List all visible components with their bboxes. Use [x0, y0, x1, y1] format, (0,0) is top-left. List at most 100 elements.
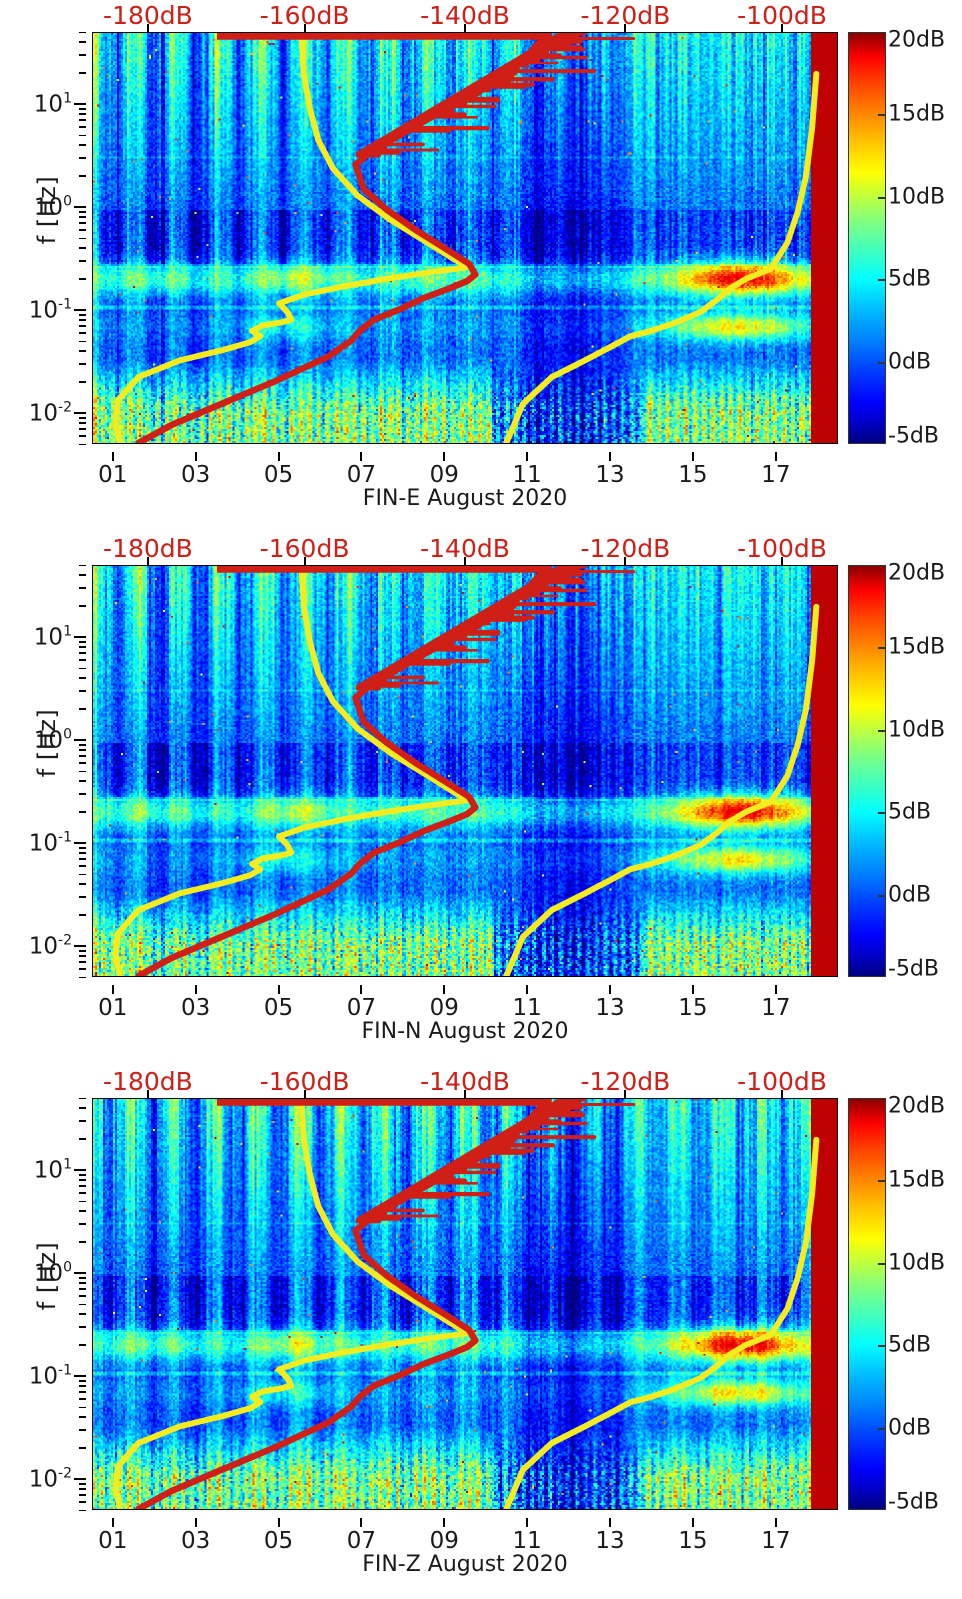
- x-tick-label-17: 17: [761, 462, 791, 488]
- x-tick-mark: [277, 985, 280, 994]
- y-minor-tick: [79, 858, 86, 860]
- top-tick-mark: [303, 1090, 306, 1099]
- x-tick-label-17: 17: [761, 995, 791, 1021]
- x-tick-mark: [526, 1518, 529, 1527]
- noise-model-curves-fin-z: [112, 1099, 820, 1509]
- y-minor-tick: [79, 314, 86, 316]
- x-tick-label-07: 07: [346, 1528, 377, 1554]
- colorbar-tick-mark: [878, 1427, 886, 1430]
- y-minor-tick: [79, 260, 86, 262]
- x-tick-mark: [526, 985, 529, 994]
- y-major-tick: [74, 205, 86, 208]
- colorbar-tick-label-5: 5dB: [888, 799, 932, 825]
- y-major-tick: [74, 944, 86, 947]
- y-minor-tick: [79, 428, 86, 430]
- plot-area-fin-n: [92, 565, 838, 977]
- x-tick-mark: [443, 985, 446, 994]
- y-minor-tick: [79, 1429, 86, 1431]
- panel-fin-n: -180dB -160dB -140dB -120dB -100dB 101 100 10-…: [0, 533, 962, 1066]
- y-minor-tick: [79, 1277, 86, 1279]
- y-minor-tick: [79, 435, 86, 437]
- y-minor-tick: [79, 325, 86, 327]
- x-tick-mark: [360, 1518, 363, 1527]
- y-minor-tick: [79, 1391, 86, 1393]
- x-tick-mark: [194, 1518, 197, 1527]
- colorbar-tick-label--5: -5dB: [888, 423, 939, 449]
- y-tick-label-1e-2: 10-2: [28, 1465, 72, 1493]
- y-minor-tick: [79, 641, 86, 643]
- nhnm-spike-fan: [216, 33, 636, 159]
- x-tick-label-11: 11: [512, 1528, 542, 1554]
- colorbar-tick-label-0: 0dB: [888, 882, 932, 908]
- x-tick-label-05: 05: [263, 462, 294, 488]
- x-tick-mark: [360, 985, 363, 994]
- x-tick-label-09: 09: [429, 462, 459, 488]
- y-minor-tick: [79, 708, 86, 710]
- y-minor-tick: [79, 31, 86, 33]
- x-tick-label-03: 03: [180, 1528, 211, 1554]
- top-tick-mark: [781, 24, 784, 33]
- colorbar-tick-mark: [878, 647, 886, 650]
- colorbar-tick-label-10: 10dB: [888, 184, 946, 210]
- y-minor-tick: [79, 1398, 86, 1400]
- x-tick-mark: [277, 1518, 280, 1527]
- y-minor-tick: [79, 216, 86, 218]
- y-minor-tick: [79, 340, 86, 342]
- y-minor-tick: [79, 1223, 86, 1225]
- colorbar-tick-mark: [878, 812, 886, 815]
- y-tick-label-1e-1: 10-1: [28, 1362, 72, 1390]
- y-minor-tick: [79, 574, 86, 576]
- y-minor-tick: [79, 113, 86, 115]
- y-minor-tick: [79, 873, 86, 875]
- colorbar-tick-label-0: 0dB: [888, 349, 932, 375]
- y-minor-tick: [79, 381, 86, 383]
- y-minor-tick: [79, 793, 86, 795]
- y-minor-tick: [79, 659, 86, 661]
- x-tick-label-01: 01: [98, 1528, 128, 1554]
- y-minor-tick: [79, 1295, 86, 1297]
- y-minor-tick: [79, 883, 86, 885]
- y-tick-label-1e1: 101: [33, 623, 72, 651]
- x-tick-label-03: 03: [180, 462, 211, 488]
- y-minor-tick: [79, 108, 86, 110]
- x-tick-label-09: 09: [429, 1528, 459, 1554]
- top-tick-mark: [781, 557, 784, 566]
- top-db-axis-1: -180dB -160dB -140dB -120dB -100dB: [92, 0, 838, 33]
- y-minor-tick: [79, 690, 86, 692]
- y-minor-tick: [79, 126, 86, 128]
- y-minor-tick: [79, 961, 86, 963]
- y-minor-tick: [79, 134, 86, 136]
- y-tick-label-1e-2: 10-2: [28, 932, 72, 960]
- x-tick-mark: [443, 452, 446, 461]
- x-tick-label-05: 05: [263, 1528, 294, 1554]
- y-minor-tick: [79, 211, 86, 213]
- y-minor-tick: [79, 770, 86, 772]
- x-tick-label-05: 05: [263, 995, 294, 1021]
- colorbar-tick-label--5: -5dB: [888, 1489, 939, 1515]
- y-major-tick: [74, 738, 86, 741]
- y-major-tick: [74, 1271, 86, 1274]
- plot-area-fin-e: [92, 32, 838, 444]
- y-minor-tick: [79, 755, 86, 757]
- colorbar-tick-label-0: 0dB: [888, 1415, 932, 1441]
- x-tick-mark: [691, 452, 694, 461]
- top-tick-mark: [624, 1090, 627, 1099]
- x-tick-label-13: 13: [595, 1528, 625, 1554]
- y-minor-tick: [79, 762, 86, 764]
- nlnm-curve-right: [503, 1136, 820, 1509]
- x-tick-label-03: 03: [180, 995, 211, 1021]
- x-tick-mark: [277, 452, 280, 461]
- y-tick-label-1e1: 101: [33, 90, 72, 118]
- y-minor-tick: [79, 564, 86, 566]
- x-tick-mark: [526, 452, 529, 461]
- y-axis-ticks-1: 101 100 10-1 10-2: [0, 31, 86, 445]
- colorbar-tick-mark: [878, 361, 886, 364]
- top-tick-mark: [624, 24, 627, 33]
- panel-fin-z: -180dB -160dB -140dB -120dB -100dB 101 100 10-…: [0, 1066, 962, 1599]
- y-minor-tick: [79, 319, 86, 321]
- top-db-axis-2: -180dB -160dB -140dB -120dB -100dB: [92, 533, 838, 566]
- y-minor-tick: [79, 1380, 86, 1382]
- y-minor-tick: [79, 652, 86, 654]
- x-tick-mark: [194, 452, 197, 461]
- colorbar-tick-label-20: 20dB: [888, 1093, 946, 1119]
